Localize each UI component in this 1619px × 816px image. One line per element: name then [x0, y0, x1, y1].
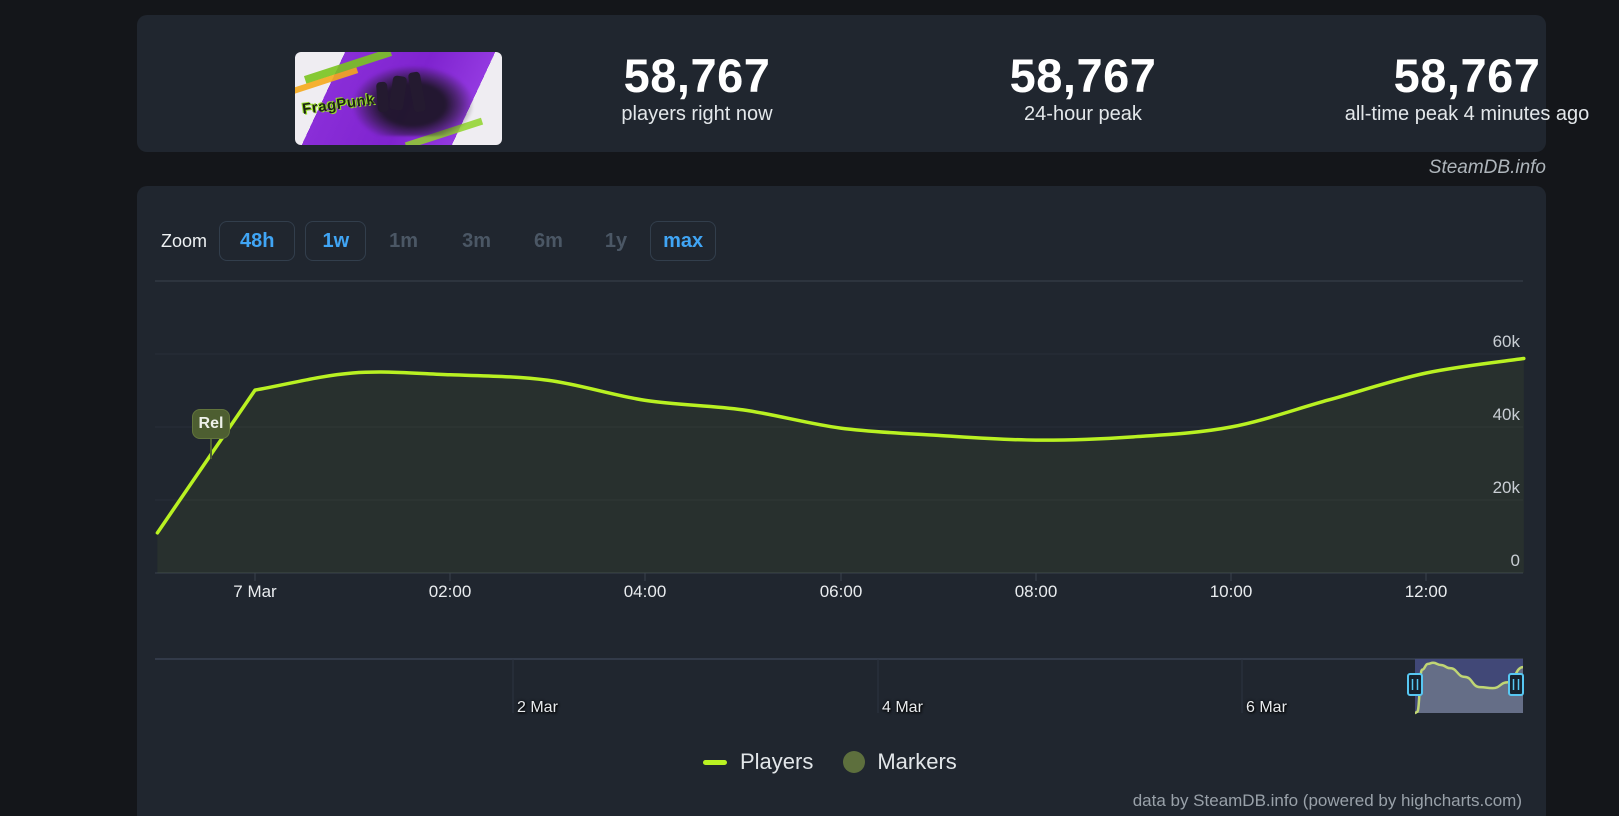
x-axis-tick: 7 Mar — [233, 582, 277, 601]
markers-circle-marker-icon — [843, 751, 866, 773]
navigator-tick: 2 Mar — [517, 699, 558, 716]
legend-label: Markers — [877, 749, 957, 774]
steamdb-watermark: SteamDB.info — [1428, 157, 1546, 178]
navigator-tick: 4 Mar — [882, 699, 923, 716]
range-button-6m: 6m — [534, 222, 563, 260]
x-axis-tick: 06:00 — [819, 582, 863, 601]
y-axis-tick-0: 0 — [1510, 551, 1520, 570]
game-stats-header: FragPunk 58,767 players right now 58,767… — [137, 15, 1589, 152]
range-button-max[interactable]: max — [650, 221, 717, 261]
legend-label: Players — [740, 749, 814, 774]
navigator-tick: 6 Mar — [1246, 699, 1287, 716]
y-axis-tick-20k: 20k — [1492, 478, 1520, 497]
players-area-fill — [157, 358, 1524, 573]
range-button-48h[interactable]: 48h — [219, 221, 296, 261]
y-axis-tick-40k: 40k — [1492, 405, 1520, 424]
y-axis-tick-60k: 60k — [1492, 332, 1520, 351]
x-axis-tick: 12:00 — [1404, 582, 1448, 601]
stat-24h-peak: 58,767 24-hour peak — [1010, 51, 1157, 126]
range-button-1m: 1m — [389, 222, 418, 260]
stat-label: all-time peak 4 minutes ago — [1344, 103, 1590, 126]
x-axis-tick: 08:00 — [1014, 582, 1058, 601]
navigator-selection[interactable] — [1414, 659, 1524, 715]
stat-value: 58,767 — [623, 49, 771, 102]
stat-label: players right now — [621, 103, 773, 126]
x-axis-tick: 10:00 — [1209, 582, 1253, 601]
stat-value: 58,767 — [1009, 49, 1157, 102]
chart-attribution: data by SteamDB.info (powered by highcha… — [1132, 791, 1522, 810]
stat-value: 58,767 — [1393, 49, 1541, 102]
stat-label: 24-hour peak — [1024, 103, 1142, 126]
range-button-1w[interactable]: 1w — [305, 221, 367, 261]
range-button-1y: 1y — [605, 222, 627, 260]
stat-alltime-peak: 58,767 all-time peak 4 minutes ago — [1345, 51, 1590, 126]
chart-legend: Players Markers — [703, 748, 957, 776]
game-capsule-image: FragPunk — [295, 52, 502, 145]
navigator-right-handle[interactable] — [1508, 673, 1524, 696]
navigator-left-handle[interactable] — [1407, 673, 1423, 696]
stat-players-now: 58,767 players right now — [621, 51, 772, 126]
range-button-3m: 3m — [462, 222, 491, 260]
zoom-range-toolbar: Zoom 48h 1w 1m 3m 6m 1y max — [161, 219, 717, 263]
legend-item-markers[interactable]: Markers — [843, 749, 957, 775]
zoom-label: Zoom — [161, 230, 208, 251]
release-flag[interactable]: Rel — [192, 409, 230, 439]
player-chart-card — [137, 186, 1546, 816]
legend-item-players[interactable]: Players — [703, 749, 813, 775]
players-line-marker-icon — [703, 759, 727, 765]
players-line — [155, 356, 1526, 535]
x-axis-tick: 02:00 — [428, 582, 472, 601]
x-axis-tick: 04:00 — [623, 582, 667, 601]
